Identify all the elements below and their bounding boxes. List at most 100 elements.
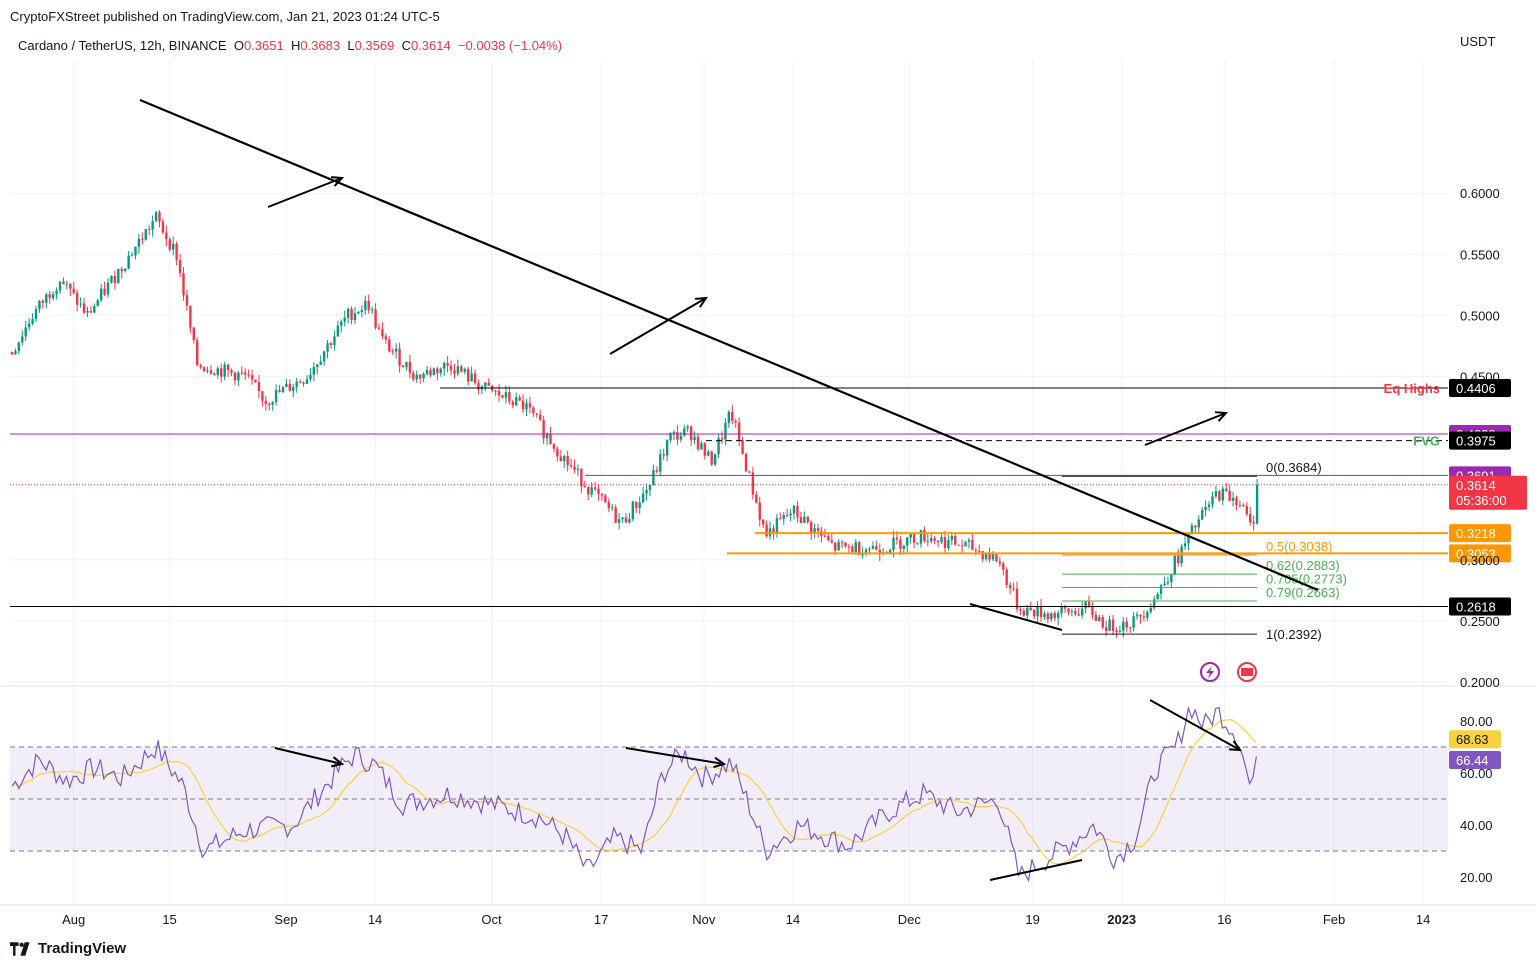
fib-label: 0.5(0.3038) — [1266, 539, 1333, 554]
candle-body — [803, 516, 806, 523]
candle-body — [436, 368, 439, 374]
candle-body — [1043, 613, 1046, 617]
candle-body — [1149, 607, 1152, 612]
candle-body — [1249, 513, 1252, 523]
candle-body — [645, 490, 648, 494]
candle-body — [1118, 630, 1122, 632]
candle-body — [1218, 491, 1221, 501]
candle-body — [1091, 605, 1094, 615]
candle-body — [1139, 614, 1142, 617]
tradingview-footer[interactable]: TradingView — [10, 940, 126, 957]
candle-body — [10, 352, 14, 355]
candle-body — [120, 268, 123, 271]
candle-body — [1146, 611, 1149, 618]
candle-body — [669, 433, 672, 441]
candle-body — [679, 435, 683, 440]
candle-body — [539, 414, 542, 421]
candle-body — [827, 536, 830, 541]
candle-body — [806, 516, 809, 523]
candle-body — [374, 309, 377, 328]
candle-body — [1201, 509, 1204, 520]
candle-body — [305, 379, 309, 384]
candle-body — [364, 300, 367, 310]
time-tick-label: Sep — [274, 912, 297, 927]
candle-body — [909, 533, 912, 538]
candle-body — [58, 281, 62, 291]
candle-body — [957, 544, 960, 546]
candle-body — [250, 375, 254, 380]
candle-body — [346, 308, 350, 318]
close-value: 0.3614 — [410, 38, 451, 53]
candle-body — [1067, 608, 1070, 613]
rsi-tick-label: 80.00 — [1460, 714, 1493, 729]
candle-body — [446, 363, 449, 366]
candle-body — [17, 342, 21, 352]
candle-body — [532, 407, 535, 414]
candle-body — [631, 501, 635, 520]
candle-body — [693, 436, 696, 441]
fib-label: 0.705(0.2773) — [1266, 572, 1347, 587]
candle-body — [21, 336, 24, 343]
candle-body — [360, 309, 364, 313]
candle-body — [408, 361, 412, 373]
candle-body — [974, 549, 978, 551]
candle-body — [700, 443, 703, 450]
time-axis: Aug 15 Sep 14 Oct 17 Nov 14 Dec 19 2023 16 Feb 14 — [62, 912, 1430, 927]
candle-body — [274, 390, 278, 403]
candle-body — [583, 486, 587, 488]
candle-body — [830, 540, 833, 543]
candle-body — [991, 554, 995, 560]
candle-body — [1170, 574, 1173, 583]
candle-body — [936, 540, 940, 543]
candle-body — [1111, 619, 1115, 632]
candle-body — [1077, 614, 1080, 616]
candle-body — [405, 361, 408, 368]
candle-body — [412, 372, 415, 380]
candle-body — [432, 368, 436, 376]
candle-body — [309, 374, 312, 380]
candle-body — [1104, 627, 1108, 631]
candle-body — [741, 440, 744, 454]
candle-body — [515, 397, 518, 406]
candle-body — [96, 300, 99, 307]
candle-body — [79, 303, 82, 305]
rsi-tag — [1449, 751, 1501, 769]
symbol-name[interactable]: Cardano / TetherUS, 12h, BINANCE — [18, 38, 227, 53]
candle-body — [573, 466, 576, 470]
candle-body — [1252, 522, 1255, 524]
candle-body — [772, 528, 775, 535]
candle-body — [202, 367, 206, 371]
divergence-arrow-head — [330, 176, 345, 187]
candle-body — [336, 325, 340, 337]
candle-body — [1015, 588, 1019, 609]
candle-body — [1166, 582, 1170, 584]
price-chart[interactable]: Eq Highs FVG 0(0.3684) 0.5(0.3038) 0.62(0.2… — [0, 0, 1536, 935]
candle-body — [696, 436, 700, 450]
candle-body — [178, 259, 182, 274]
candle-body — [875, 546, 878, 550]
candle-body — [587, 487, 590, 495]
candle-body — [24, 327, 27, 337]
candle-body — [295, 381, 298, 388]
fib-label: 0(0.3684) — [1266, 460, 1322, 475]
candle-body — [137, 238, 141, 247]
time-tick-label: 15 — [162, 912, 176, 927]
candle-body — [422, 373, 425, 379]
candle-body — [233, 372, 237, 381]
level-label: Eq Highs — [1384, 381, 1440, 396]
candle-body — [268, 403, 271, 405]
candle-body — [569, 464, 573, 467]
price-unit[interactable]: USDT — [1460, 34, 1496, 49]
candle-body — [761, 519, 765, 525]
candle-body — [789, 513, 792, 516]
candle-body — [535, 413, 538, 415]
level-label: FVG — [1413, 434, 1440, 449]
candle-body — [230, 370, 233, 373]
rsi-divergence-arrow-head — [331, 756, 345, 768]
candle-body — [964, 541, 967, 547]
horizontal-levels: Eq Highs FVG — [10, 381, 1448, 607]
candle-body — [864, 549, 868, 555]
candle-body — [737, 422, 741, 441]
candle-body — [659, 454, 662, 472]
candle-body — [1012, 588, 1015, 590]
